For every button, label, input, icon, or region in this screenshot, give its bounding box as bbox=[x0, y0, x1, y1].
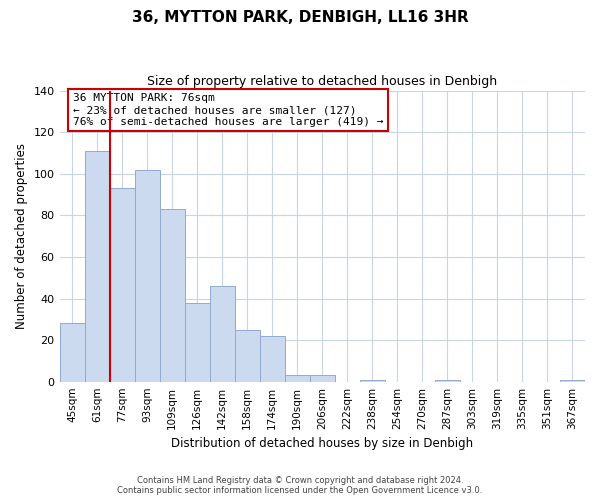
Bar bbox=[209, 286, 235, 382]
Bar bbox=[110, 188, 134, 382]
X-axis label: Distribution of detached houses by size in Denbigh: Distribution of detached houses by size … bbox=[171, 437, 473, 450]
Bar bbox=[260, 336, 285, 382]
Y-axis label: Number of detached properties: Number of detached properties bbox=[15, 143, 28, 329]
Bar bbox=[185, 302, 209, 382]
Bar bbox=[435, 380, 460, 382]
Bar bbox=[560, 380, 585, 382]
Text: 36, MYTTON PARK, DENBIGH, LL16 3HR: 36, MYTTON PARK, DENBIGH, LL16 3HR bbox=[131, 10, 469, 25]
Bar bbox=[235, 330, 260, 382]
Bar bbox=[285, 376, 310, 382]
Bar bbox=[59, 324, 85, 382]
Text: Contains HM Land Registry data © Crown copyright and database right 2024.
Contai: Contains HM Land Registry data © Crown c… bbox=[118, 476, 482, 495]
Bar bbox=[160, 209, 185, 382]
Bar bbox=[310, 376, 335, 382]
Text: 36 MYTTON PARK: 76sqm
← 23% of detached houses are smaller (127)
76% of semi-det: 36 MYTTON PARK: 76sqm ← 23% of detached … bbox=[73, 94, 383, 126]
Bar bbox=[360, 380, 385, 382]
Bar bbox=[85, 151, 110, 382]
Bar bbox=[134, 170, 160, 382]
Title: Size of property relative to detached houses in Denbigh: Size of property relative to detached ho… bbox=[147, 75, 497, 88]
